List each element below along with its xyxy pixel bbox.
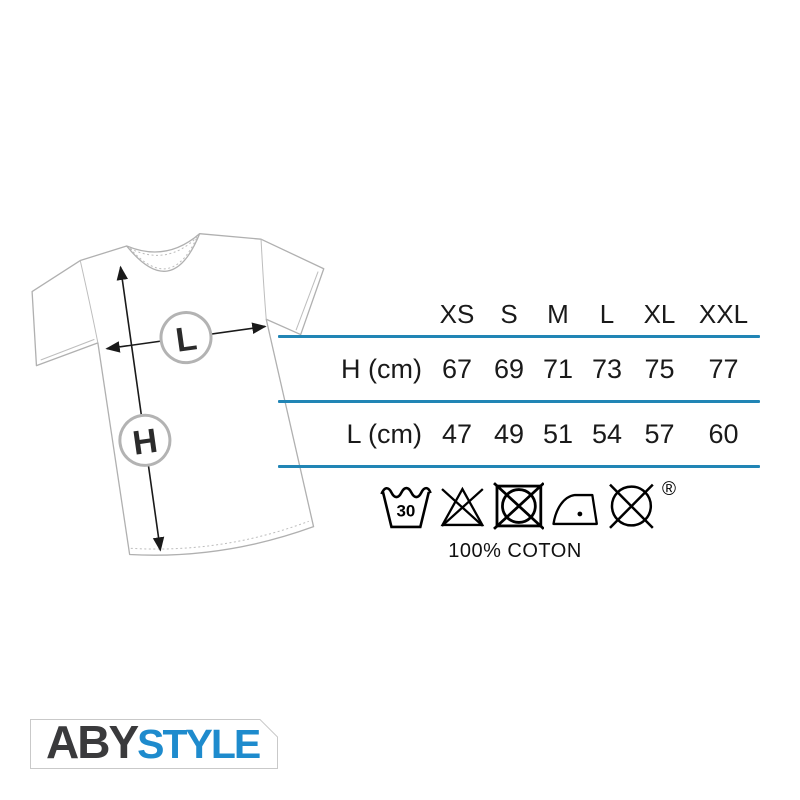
table-row-length: L (cm) 47 49 51 54 57 60 bbox=[278, 403, 760, 465]
height-arrow bbox=[116, 265, 165, 552]
collar-back-dotted bbox=[129, 236, 198, 256]
height-value-xl: 75 bbox=[644, 353, 675, 384]
length-label-circle bbox=[159, 311, 213, 365]
size-table-header-row: XS S M L XL XXL bbox=[278, 293, 760, 335]
table-row-height: H (cm) 67 69 71 73 75 77 bbox=[278, 338, 760, 400]
table-rule bbox=[278, 335, 760, 338]
collar-stitch-dotted bbox=[129, 236, 198, 270]
logo-frame bbox=[30, 719, 278, 769]
care-symbols-row: 30 ® bbox=[380, 479, 676, 530]
machine-wash-30-icon: 30 bbox=[380, 486, 432, 528]
do-not-bleach-icon bbox=[440, 486, 485, 527]
row-label-height: H (cm) bbox=[341, 353, 422, 384]
length-value-xs: 47 bbox=[441, 418, 473, 449]
length-value-xl: 57 bbox=[644, 418, 675, 449]
do-not-dry-clean-icon bbox=[609, 483, 654, 529]
iron-one-dot-icon bbox=[552, 493, 599, 525]
wash-temperature-label: 30 bbox=[396, 501, 415, 520]
right-cuff-line bbox=[295, 271, 319, 331]
right-armhole-seam bbox=[260, 239, 267, 320]
care-instructions: 30 ® 100% COTON bbox=[380, 479, 676, 563]
length-value-s: 49 bbox=[493, 418, 525, 449]
collar-front-line bbox=[126, 233, 201, 272]
left-armhole-seam bbox=[79, 260, 99, 343]
size-header-xs: XS bbox=[439, 298, 475, 329]
height-value-s: 69 bbox=[493, 353, 525, 384]
size-table: XS S M L XL XXL H (cm) 67 69 71 73 75 77… bbox=[278, 293, 760, 468]
height-label-circle bbox=[118, 413, 172, 467]
height-value-m: 71 bbox=[542, 353, 574, 384]
abystyle-logo: ABYSTYLE bbox=[30, 719, 278, 769]
length-value-l: 54 bbox=[591, 418, 623, 449]
length-value-xxl: 60 bbox=[708, 418, 739, 449]
height-value-l: 73 bbox=[591, 353, 623, 384]
table-rule bbox=[278, 400, 760, 403]
tshirt-measurement-diagram: L H bbox=[31, 233, 325, 556]
logo-text-style: STYLE bbox=[137, 721, 261, 767]
size-header-s: S bbox=[500, 298, 518, 329]
logo-text-aby: ABY bbox=[46, 716, 139, 768]
logo-text: ABYSTYLE bbox=[46, 716, 261, 768]
row-label-length: L (cm) bbox=[346, 418, 423, 449]
left-cuff-line bbox=[40, 338, 95, 361]
height-label: H bbox=[130, 422, 160, 463]
fabric-composition: 100% COTON bbox=[448, 540, 582, 562]
height-value-xs: 67 bbox=[441, 353, 473, 384]
tshirt-outline bbox=[31, 233, 325, 556]
height-value-xxl: 77 bbox=[708, 353, 739, 384]
size-header-l: L bbox=[599, 298, 615, 329]
do-not-tumble-dry-icon bbox=[492, 482, 545, 530]
size-header-m: M bbox=[547, 298, 569, 329]
size-header-xxl: XXL bbox=[698, 298, 749, 329]
table-rule bbox=[278, 465, 760, 468]
length-value-m: 51 bbox=[542, 418, 574, 449]
hem-stitch-dotted bbox=[130, 520, 309, 550]
registered-trademark: ® bbox=[661, 479, 676, 500]
size-header-xl: XL bbox=[643, 298, 676, 329]
